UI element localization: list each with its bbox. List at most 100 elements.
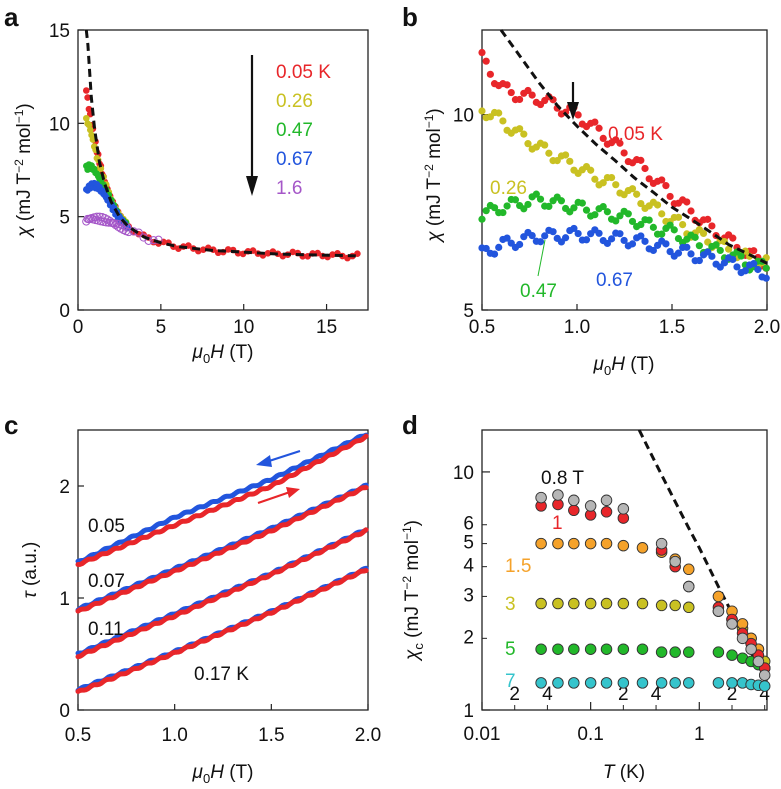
data-point [758, 669, 771, 681]
data-point [568, 643, 580, 655]
data-point [600, 677, 613, 689]
y-tick-label: 15 [49, 21, 70, 42]
ylabel-end: ) [402, 520, 423, 526]
label-5: 5 [505, 639, 516, 660]
data-point [124, 227, 133, 237]
data-point [535, 677, 547, 689]
data-point [666, 192, 674, 201]
data-point [699, 229, 708, 238]
data-point [670, 226, 678, 234]
data-point [617, 597, 630, 610]
data-point [662, 182, 670, 190]
data-point [354, 250, 361, 257]
data-point [628, 217, 637, 226]
data-point [599, 179, 607, 187]
data-point [641, 164, 649, 173]
data-point [568, 537, 580, 550]
data-point [726, 618, 738, 630]
data-point [582, 206, 591, 214]
data-point [687, 250, 695, 258]
data-point [570, 204, 578, 212]
xlabel-unit: (T) [224, 762, 254, 783]
label-0p47: 0.47 [520, 281, 557, 302]
y-tick-label: 10 [49, 114, 70, 135]
data-point [620, 236, 628, 245]
xlabel-mu: μ [192, 762, 204, 783]
data-point [591, 175, 599, 183]
data-point [679, 220, 687, 229]
xlabel-var: T [603, 762, 616, 783]
data-point [683, 243, 691, 251]
x-minor-tick-label: 2 [618, 684, 629, 705]
ylabel-unit: (mJ T [14, 172, 35, 226]
ylabel-exp1: −2 [422, 164, 436, 178]
data-point [82, 114, 90, 122]
data-point [536, 238, 545, 246]
y-major-tick-label: 10 [453, 463, 474, 484]
data-point [552, 643, 564, 655]
data-point [683, 198, 691, 206]
data-point [716, 246, 724, 255]
data-point [599, 134, 607, 143]
panel-b-label: b [402, 2, 418, 32]
data-point [658, 210, 666, 218]
data-point [535, 643, 547, 655]
x-major-tick-label: 0.1 [577, 724, 603, 745]
xlabel-unit: (T) [224, 342, 254, 363]
data-point [595, 229, 603, 237]
data-point [617, 539, 630, 552]
data-point [752, 655, 765, 668]
data-point [617, 503, 630, 515]
ylabel-unit: (a.u.) [20, 542, 41, 592]
data-point [478, 48, 486, 57]
data-point [92, 212, 101, 221]
panel-c-ticks: 0.5 1.0 1.5 2.0 0 1 2 [59, 477, 381, 746]
data-point [649, 223, 657, 231]
ylabel-chi: χ [424, 231, 445, 244]
data-point [745, 643, 757, 655]
data-point [683, 563, 695, 576]
ylabel-exp1: −2 [12, 159, 26, 173]
data-point [549, 228, 557, 236]
label-0p26: 0.26 [490, 178, 527, 199]
data-point [612, 181, 620, 189]
data-point [600, 494, 613, 507]
legend-entry-0p67: 0.67 [276, 149, 313, 170]
data-point [562, 151, 570, 159]
y-minor-tick-label: 2 [463, 627, 474, 648]
sweep-curve-red [75, 433, 369, 567]
data-point [584, 537, 597, 550]
data-point [552, 677, 564, 689]
data-point [754, 265, 762, 274]
panel-d-series [535, 429, 771, 692]
panel-a-label: a [4, 2, 19, 32]
data-point [535, 537, 547, 550]
data-point [729, 234, 737, 242]
data-point [725, 245, 733, 253]
data-point [708, 222, 716, 230]
data-point [645, 216, 653, 224]
x-tick-label: 0 [73, 317, 84, 338]
ylabel-exp2: −1 [12, 109, 26, 123]
y-tick-label: 1 [59, 589, 70, 610]
data-point [616, 139, 624, 147]
data-point [655, 677, 668, 689]
data-point [95, 212, 104, 221]
data-point [658, 176, 666, 184]
panel-a: a 0 5 10 15 0 5 10 15 0.05 K 0.26 0.47 0.67 1.6… [4, 2, 369, 366]
data-point [582, 236, 591, 244]
data-point [758, 680, 771, 692]
data-point [704, 215, 712, 223]
legend-entry-0p47: 0.47 [276, 120, 313, 141]
data-point [712, 590, 725, 603]
ylabel-end: ) [14, 103, 35, 109]
data-point [535, 491, 547, 504]
data-point [669, 646, 681, 658]
data-point [503, 202, 511, 210]
data-point [524, 140, 532, 148]
ylabel-chi: χ [14, 226, 35, 239]
data-point [726, 677, 738, 689]
data-point [599, 202, 607, 211]
